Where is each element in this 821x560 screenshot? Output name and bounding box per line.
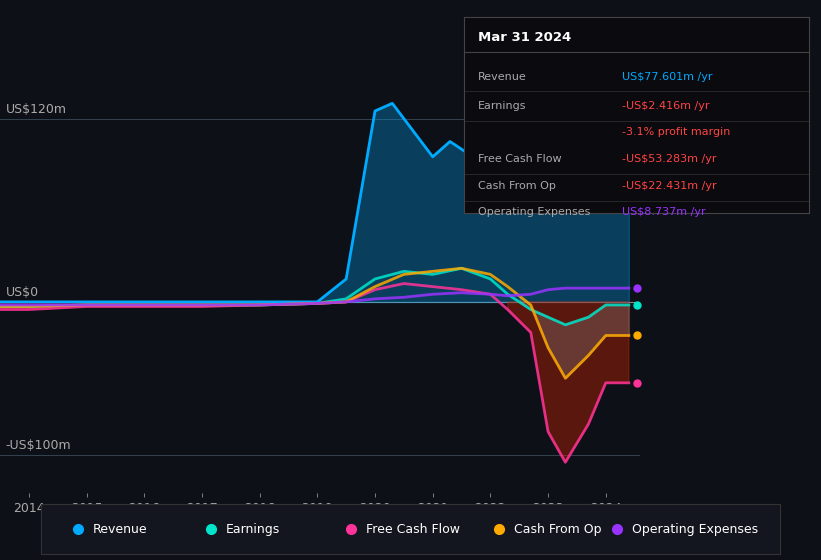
Text: Operating Expenses: Operating Expenses (632, 522, 759, 536)
Text: Earnings: Earnings (226, 522, 280, 536)
Text: -US$53.283m /yr: -US$53.283m /yr (622, 154, 717, 164)
Text: -US$22.431m /yr: -US$22.431m /yr (622, 181, 717, 192)
Text: Revenue: Revenue (93, 522, 148, 536)
Text: -3.1% profit margin: -3.1% profit margin (622, 127, 731, 137)
Text: -US$2.416m /yr: -US$2.416m /yr (622, 101, 710, 111)
Text: Cash From Op: Cash From Op (514, 522, 602, 536)
Text: US$0: US$0 (6, 286, 39, 299)
Text: US$8.737m /yr: US$8.737m /yr (622, 207, 706, 217)
Text: US$120m: US$120m (6, 102, 67, 115)
Text: Revenue: Revenue (478, 72, 526, 82)
Text: -US$100m: -US$100m (6, 438, 71, 451)
Text: US$77.601m /yr: US$77.601m /yr (622, 72, 713, 82)
Text: Earnings: Earnings (478, 101, 526, 111)
Text: Free Cash Flow: Free Cash Flow (478, 154, 562, 164)
Text: Cash From Op: Cash From Op (478, 181, 556, 192)
Text: Free Cash Flow: Free Cash Flow (366, 522, 460, 536)
Text: Mar 31 2024: Mar 31 2024 (478, 31, 571, 44)
Text: Operating Expenses: Operating Expenses (478, 207, 590, 217)
